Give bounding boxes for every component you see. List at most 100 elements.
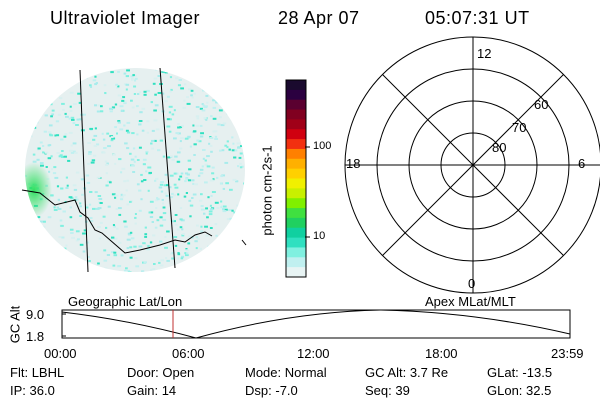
speckle bbox=[195, 124, 200, 127]
speckle bbox=[116, 227, 119, 230]
speckle bbox=[188, 199, 192, 202]
speckle bbox=[132, 147, 136, 150]
speckle bbox=[126, 131, 131, 134]
speckle bbox=[188, 73, 191, 76]
speckle bbox=[152, 268, 156, 271]
speckle bbox=[154, 179, 157, 182]
speckle bbox=[178, 178, 181, 181]
speckle bbox=[183, 99, 186, 102]
speckle bbox=[194, 183, 199, 186]
speckle bbox=[204, 163, 209, 166]
speckle bbox=[195, 115, 200, 118]
speckle bbox=[140, 180, 144, 183]
speckle bbox=[222, 187, 226, 190]
speckle bbox=[117, 94, 122, 97]
speckle bbox=[120, 97, 123, 100]
speckle bbox=[239, 103, 243, 106]
speckle bbox=[32, 103, 36, 106]
speckle bbox=[158, 261, 161, 264]
speckle bbox=[144, 226, 147, 229]
speckle bbox=[209, 227, 213, 229]
speckle bbox=[34, 115, 37, 118]
speckle bbox=[123, 124, 126, 127]
speckle bbox=[25, 95, 29, 97]
speckle bbox=[118, 158, 122, 161]
speckle bbox=[46, 240, 50, 243]
speckle bbox=[65, 187, 69, 189]
speckle bbox=[62, 247, 67, 250]
meridian-line bbox=[159, 67, 176, 269]
speckle bbox=[177, 132, 181, 135]
speckle bbox=[232, 246, 236, 249]
speckle bbox=[221, 149, 225, 152]
coastline bbox=[241, 239, 247, 246]
speckle bbox=[58, 236, 62, 238]
speckle bbox=[120, 193, 123, 196]
speckle bbox=[61, 236, 65, 239]
speckle bbox=[229, 188, 233, 191]
speckle bbox=[201, 103, 204, 106]
speckle bbox=[171, 257, 175, 260]
speckle bbox=[40, 109, 44, 111]
speckle bbox=[226, 232, 230, 234]
speckle bbox=[171, 158, 175, 161]
speckle bbox=[81, 193, 84, 196]
speckle bbox=[73, 188, 78, 191]
speckle bbox=[210, 150, 213, 153]
speckle bbox=[125, 129, 129, 132]
speckle bbox=[243, 182, 245, 185]
speckle bbox=[231, 136, 234, 139]
y-tick-label: 1.8 bbox=[26, 329, 45, 344]
speckle bbox=[241, 109, 244, 112]
speckle bbox=[44, 114, 48, 117]
speckle bbox=[116, 86, 119, 89]
speckle bbox=[138, 209, 142, 212]
speckle bbox=[50, 103, 53, 106]
speckle bbox=[210, 115, 213, 118]
speckle bbox=[171, 113, 175, 116]
speckle bbox=[84, 76, 89, 79]
speckle bbox=[75, 239, 79, 242]
speckle bbox=[105, 172, 108, 175]
speckle bbox=[69, 206, 72, 209]
speckle bbox=[96, 110, 100, 113]
speckle bbox=[45, 99, 48, 102]
speckle bbox=[35, 121, 39, 124]
speckle bbox=[52, 78, 55, 81]
speckle bbox=[188, 88, 192, 91]
speckle bbox=[25, 241, 29, 244]
speckle bbox=[166, 95, 170, 98]
x-tick-label: 23:59 bbox=[551, 346, 584, 361]
speckle bbox=[239, 115, 243, 118]
speckle bbox=[195, 106, 200, 108]
speckle bbox=[60, 224, 64, 227]
speckle bbox=[224, 208, 228, 211]
speckle bbox=[241, 165, 244, 168]
speckle bbox=[71, 236, 76, 239]
emission-region bbox=[25, 162, 52, 218]
speckle bbox=[57, 208, 62, 210]
speckle bbox=[123, 72, 127, 75]
speckle bbox=[226, 112, 229, 115]
meridian-line bbox=[79, 69, 89, 273]
speckle bbox=[35, 222, 38, 225]
speckle bbox=[219, 116, 222, 119]
speckle bbox=[26, 102, 29, 105]
speckle bbox=[77, 264, 82, 267]
speckle bbox=[177, 253, 181, 256]
speckle bbox=[156, 198, 160, 201]
speckle bbox=[214, 255, 218, 258]
speckle bbox=[121, 99, 125, 102]
speckle bbox=[180, 172, 184, 175]
speckle bbox=[49, 134, 54, 137]
speckle bbox=[234, 82, 238, 85]
speckle bbox=[194, 240, 198, 243]
speckle bbox=[126, 203, 130, 206]
speckle bbox=[210, 194, 213, 197]
speckle bbox=[228, 209, 232, 212]
speckle bbox=[185, 249, 190, 252]
status-glon: GLon: 32.5 bbox=[487, 383, 552, 398]
speckle bbox=[236, 73, 240, 76]
speckle bbox=[84, 263, 87, 266]
speckle bbox=[102, 138, 106, 141]
